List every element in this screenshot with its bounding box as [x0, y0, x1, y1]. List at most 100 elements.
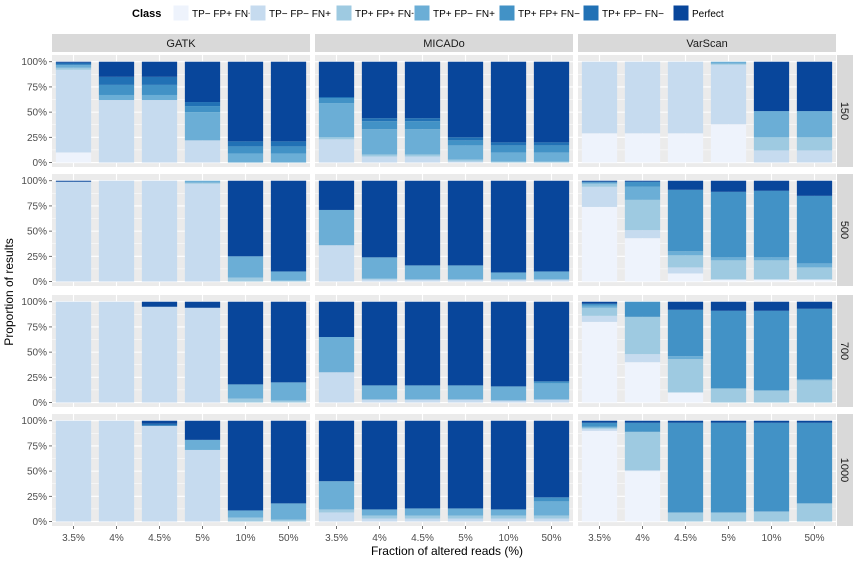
bar-segment-VarScan-150-3.5%-1 [581, 61, 618, 134]
bar-segment-GATK-1000-50%-2 [270, 519, 307, 522]
bar-segment-GATK-700-5%-1 [184, 307, 221, 403]
bar-segment-VarScan-500-3.5%-6 [581, 180, 618, 182]
bar-segment-VarScan-700-50%-6 [796, 301, 833, 309]
y-tick-label: 50% [27, 348, 47, 359]
bar-segment-VarScan-500-5%-0 [710, 279, 747, 282]
bar-segment-VarScan-150-10%-3 [753, 111, 790, 138]
bar-segment-VarScan-150-3.5%-0 [581, 133, 618, 163]
bar-segment-GATK-700-4%-1 [98, 301, 135, 403]
bar-segment-VarScan-150-4%-1 [624, 61, 661, 134]
bar-segment-VarScan-700-50%-4 [796, 308, 833, 380]
bar-segment-VarScan-700-3.5%-4 [581, 303, 618, 306]
bar-segment-MICADo-150-4%-5 [361, 118, 398, 122]
bar-segment-MICADo-500-4%-3 [361, 257, 398, 279]
bar-segment-MICADo-500-3.5%-6 [318, 180, 355, 210]
bar-segment-GATK-500-50%-3 [270, 271, 307, 281]
bar-segment-GATK-500-4.5%-1 [141, 180, 178, 282]
bar-segment-MICADo-1000-50%-1 [533, 518, 570, 522]
panel-background [315, 174, 573, 286]
bar-segment-GATK-150-50%-3 [270, 153, 307, 163]
bar-segment-VarScan-500-4%-4 [624, 181, 661, 187]
panel-background [52, 55, 310, 167]
bar-segment-MICADo-700-10%-1 [490, 400, 527, 403]
bar-segment-GATK-700-10%-2 [227, 398, 264, 403]
bar-segment-VarScan-150-50%-2 [796, 137, 833, 151]
bar-segment-GATK-150-5%-3 [184, 112, 221, 141]
bar-segment-MICADo-150-10%-4 [490, 145, 527, 153]
bar-segment-VarScan-150-4.5%-0 [667, 133, 704, 163]
bar-segment-MICADo-700-10%-6 [490, 301, 527, 387]
bar-segment-VarScan-1000-3.5%-2 [581, 427, 618, 429]
bar-segment-MICADo-150-50%-3 [533, 152, 570, 162]
panel-background [315, 55, 573, 167]
y-tick-label: 25% [27, 252, 47, 263]
bar-segment-VarScan-500-3.5%-2 [581, 183, 618, 187]
bar-segment-VarScan-1000-5%-6 [710, 420, 747, 423]
x-tick-label-GATK: 50% [278, 533, 298, 544]
panel-VarScan-700 [578, 295, 836, 407]
bar-segment-MICADo-700-4.5%-6 [404, 301, 441, 386]
legend-label-5: TP+ FP− FN− [602, 9, 664, 20]
bar-segment-VarScan-1000-50%-4 [796, 422, 833, 504]
bar-segment-MICADo-700-3.5%-3 [318, 337, 355, 373]
y-tick-label: 75% [27, 322, 47, 333]
bar-segment-VarScan-150-10%-2 [753, 137, 790, 151]
bar-segment-GATK-700-5%-6 [184, 301, 221, 308]
bar-segment-MICADo-500-4%-6 [361, 180, 398, 258]
bar-segment-VarScan-150-5%-2 [710, 63, 747, 65]
x-tick-label-VarScan: 3.5% [588, 533, 611, 544]
bar-segment-MICADo-150-3.5%-5 [318, 97, 355, 99]
bar-segment-MICADo-700-4.5%-1 [404, 399, 441, 403]
bar-segment-MICADo-500-4.5%-6 [404, 180, 441, 266]
legend-label-0: TP− FP+ FN+ [192, 9, 254, 20]
bar-segment-VarScan-500-4.5%-3 [667, 251, 704, 256]
bar-segment-GATK-150-4%-5 [98, 76, 135, 85]
y-tick-label: 25% [27, 133, 47, 144]
y-tick-label: 50% [27, 227, 47, 238]
y-tick-label: 25% [27, 373, 47, 384]
y-axis-title: Proportion of results [2, 238, 16, 345]
bar-segment-MICADo-150-50%-6 [533, 61, 570, 143]
bar-segment-VarScan-500-4%-3 [624, 186, 661, 200]
y-tick-label: 50% [27, 467, 47, 478]
strip-col-label-MICADo: MICADo [423, 38, 465, 50]
bar-segment-VarScan-500-10%-4 [753, 190, 790, 258]
bar-segment-GATK-1000-4.5%-5 [141, 423, 178, 426]
bar-segment-VarScan-700-4.5%-4 [667, 309, 704, 357]
bar-segment-GATK-1000-4.5%-6 [141, 420, 178, 424]
bar-segment-VarScan-150-10%-6 [753, 61, 790, 112]
bar-segment-GATK-150-10%-3 [227, 153, 264, 163]
bar-segment-GATK-700-10%-6 [227, 301, 264, 385]
bar-segment-MICADo-150-10%-6 [490, 61, 527, 143]
bar-segment-VarScan-500-10%-2 [753, 260, 790, 280]
bar-segment-VarScan-1000-10%-4 [753, 422, 790, 512]
y-tick-label: 0% [33, 158, 48, 169]
bar-segment-MICADo-1000-50%-6 [533, 420, 570, 498]
bar-segment-VarScan-500-4.5%-1 [667, 267, 704, 274]
bar-segment-MICADo-150-4%-2 [361, 154, 398, 157]
panel-MICADo-1000 [315, 414, 573, 526]
strip-col-GATK [52, 34, 310, 52]
x-tick-label-GATK: 5% [195, 533, 210, 544]
bar-segment-MICADo-150-5%-4 [447, 140, 484, 146]
bar-segment-GATK-700-4.5%-1 [141, 306, 178, 403]
bar-segment-MICADo-700-4%-6 [361, 301, 398, 386]
x-tick-label-VarScan: 4% [635, 533, 650, 544]
bar-segment-MICADo-1000-5%-1 [447, 518, 484, 522]
bar-segment-VarScan-700-3.5%-1 [581, 315, 618, 322]
bar-segment-VarScan-150-50%-3 [796, 111, 833, 138]
bar-segment-MICADo-1000-5%-3 [447, 508, 484, 516]
bar-segment-GATK-1000-10%-3 [227, 510, 264, 518]
bar-segment-VarScan-700-4.5%-2 [667, 359, 704, 393]
bar-segment-MICADo-1000-4%-2 [361, 515, 398, 519]
legend-swatch-4 [498, 4, 516, 22]
bar-segment-VarScan-500-5%-6 [710, 180, 747, 192]
bar-segment-GATK-150-10%-4 [227, 146, 264, 154]
bar-segment-VarScan-500-3.5%-0 [581, 206, 618, 282]
bar-segment-VarScan-500-50%-6 [796, 180, 833, 196]
bar-segment-GATK-500-3.5%-6 [55, 180, 92, 182]
bar-segment-GATK-500-10%-6 [227, 180, 264, 257]
bar-segment-MICADo-1000-50%-3 [533, 501, 570, 516]
y-tick-label: 100% [21, 416, 47, 427]
bar-segment-VarScan-500-5%-4 [710, 191, 747, 258]
